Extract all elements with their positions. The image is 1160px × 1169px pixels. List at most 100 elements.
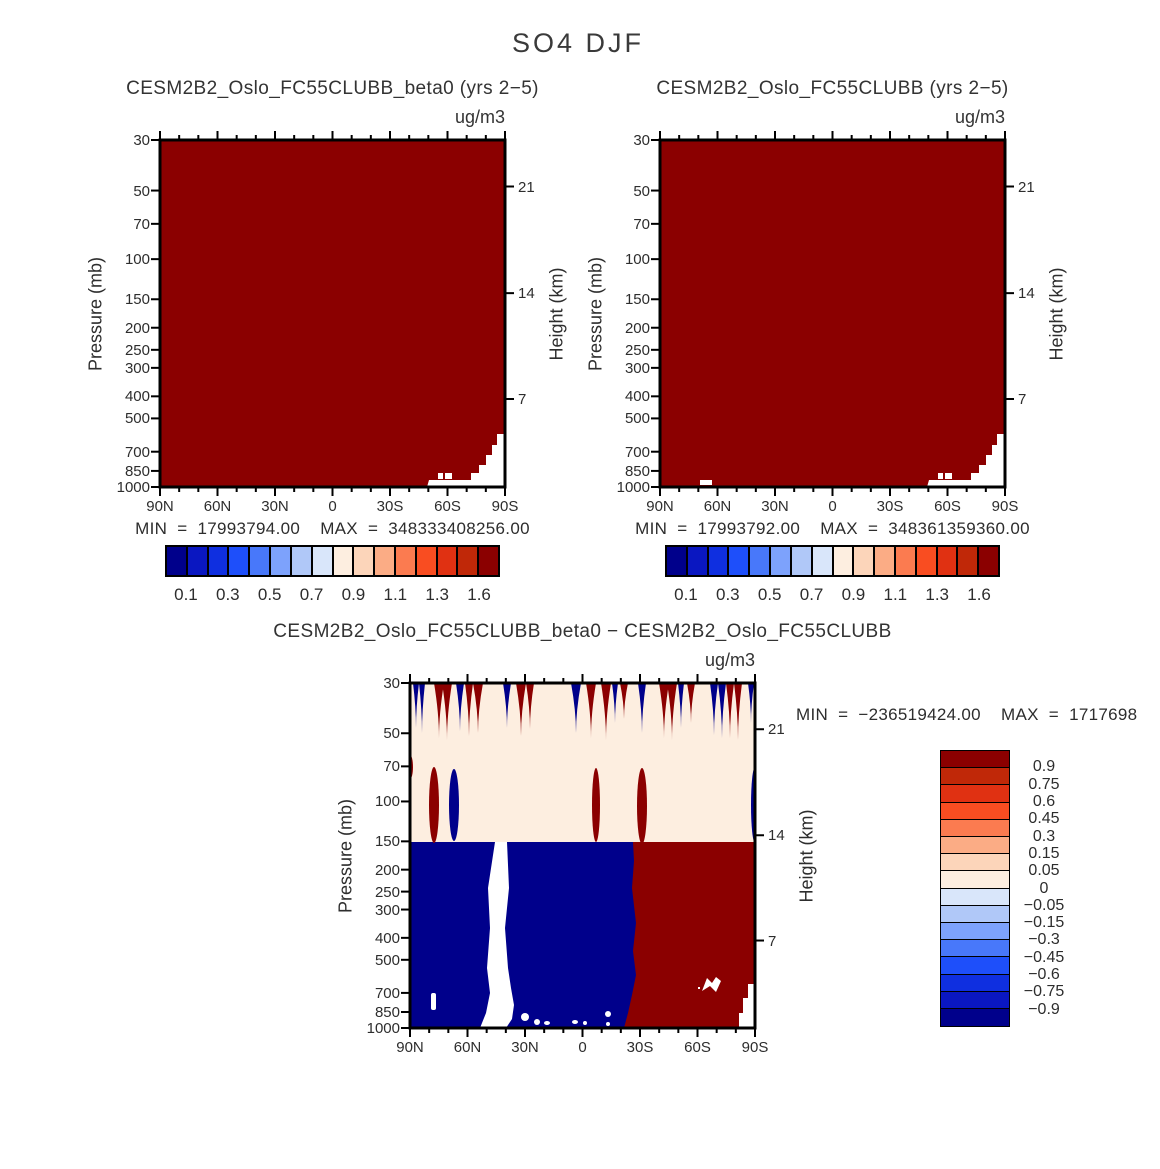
- pressure-axis-title: Pressure (mb): [335, 798, 356, 913]
- legend-cell: [940, 956, 1010, 976]
- height-tick-label: 21: [518, 178, 535, 196]
- lat-tick-label: 90N: [146, 498, 174, 515]
- pressure-tick-label: 100: [374, 793, 400, 811]
- white-zigzag: [702, 977, 721, 992]
- lat-tick-label: 0: [828, 498, 837, 515]
- colorbar-cell: [435, 545, 459, 577]
- notch-tick: [943, 473, 945, 479]
- negative-spike: [503, 683, 511, 728]
- pressure-tick-label: 300: [124, 359, 150, 377]
- pressure-tick-label: 400: [374, 929, 400, 947]
- positive-lens: [429, 767, 439, 843]
- height-axis-title: Height (km): [1046, 266, 1067, 361]
- legend-label: 0.45: [1028, 810, 1060, 828]
- panel-title-1: CESM2B2_Oslo_FC55CLUBB (yrs 2−5): [656, 78, 1009, 99]
- positive-spike: [601, 683, 611, 740]
- plot-area-2: [401, 674, 764, 1037]
- height-tick-label: 14: [768, 827, 785, 845]
- pressure-tick-label: 200: [124, 319, 150, 337]
- field-0: [160, 140, 505, 487]
- pressure-tick-label: 1000: [116, 479, 150, 496]
- negative-spike: [718, 683, 726, 738]
- unit-label-1: ug/m3: [954, 107, 1005, 127]
- positive-spike: [526, 683, 534, 729]
- pressure-tick-label: 150: [124, 291, 150, 309]
- panel-title-2: CESM2B2_Oslo_FC55CLUBB_beta0 − CESM2B2_O…: [273, 621, 892, 642]
- pressure-tick-label: 300: [624, 359, 650, 377]
- white-dot: [583, 1021, 587, 1025]
- positive-lens: [592, 768, 600, 842]
- colorbar-cell: [456, 545, 480, 577]
- legend-cell: [940, 836, 1010, 855]
- panel-title-0: CESM2B2_Oslo_FC55CLUBB_beta0 (yrs 2−5): [126, 78, 539, 99]
- colorbar-label: 0.3: [215, 585, 240, 604]
- colorbar-cell: [769, 545, 792, 577]
- pressure-tick-label: 100: [624, 251, 650, 269]
- pressure-tick-label: 70: [633, 215, 650, 233]
- terrain-gap: [739, 984, 755, 1028]
- colorbar-cell: [310, 545, 334, 577]
- legend-cell: [940, 1008, 1010, 1027]
- colorbar-cell: [873, 545, 896, 577]
- negative-spike: [710, 683, 718, 735]
- lat-tick-label: 90N: [396, 1039, 424, 1056]
- colorbar-label: 1.3: [425, 585, 450, 604]
- white-speck: [698, 987, 700, 989]
- axis-ticks: [401, 674, 764, 1037]
- saturated-field: [160, 140, 505, 487]
- positive-spike: [465, 683, 473, 736]
- pressure-tick-label: 500: [624, 410, 650, 428]
- pressure-tick-label: 500: [124, 410, 150, 428]
- colorbar-cell: [248, 545, 272, 577]
- legend-label: 0.6: [1032, 792, 1056, 810]
- colorbar-label: 0.9: [841, 585, 866, 604]
- colorbar-label: 0.9: [341, 585, 366, 604]
- colorbar-cell: [914, 545, 938, 577]
- pressure-tick-label: 50: [133, 182, 150, 200]
- legend-cell: [940, 904, 1010, 924]
- pressure-tick-label: 100: [124, 251, 150, 269]
- pressure-tick-label: 850: [624, 462, 650, 480]
- white-dot: [534, 1019, 540, 1025]
- pressure-tick-label: 400: [624, 388, 650, 406]
- lat-tick-label: 0: [328, 498, 337, 515]
- legend-cell: [940, 818, 1010, 838]
- legend-cell: [940, 870, 1010, 890]
- negative-spike: [612, 683, 618, 723]
- negative-spike: [419, 683, 425, 733]
- positive-lens: [637, 768, 647, 844]
- positive-spike: [516, 683, 526, 736]
- lat-tick-label: 90N: [646, 498, 674, 515]
- legend-cell: [940, 887, 1010, 907]
- pressure-tick-label: 700: [624, 443, 650, 461]
- lat-tick-label: 60N: [453, 1039, 482, 1056]
- legend-cell: [940, 801, 1010, 821]
- pressure-tick-label: 850: [374, 1004, 400, 1021]
- no-data-column: [480, 842, 514, 1028]
- colorbar-cell: [373, 545, 396, 577]
- legend-label: −0.45: [1023, 948, 1065, 966]
- colorbar-cell: [227, 545, 251, 577]
- pressure-tick-label: 30: [633, 132, 650, 149]
- colorbar-cell: [289, 545, 313, 577]
- pressure-tick-label: 300: [374, 901, 400, 919]
- pressure-tick-label: 250: [124, 341, 150, 359]
- height-tick-label: 21: [768, 721, 785, 739]
- lat-tick-label: 60N: [703, 498, 732, 515]
- colorbar-label: 0.5: [257, 585, 282, 604]
- lat-tick-label: 30S: [626, 1039, 654, 1056]
- white-dot: [605, 1011, 611, 1017]
- lat-tick-label: 60S: [434, 498, 461, 515]
- colorbar-label: 0.7: [299, 585, 324, 604]
- negative-spike: [456, 683, 464, 731]
- height-axis-title: Height (km): [546, 266, 567, 361]
- colorbar-cell: [852, 545, 876, 577]
- height-tick-label: 7: [768, 932, 777, 950]
- legend-label: 0: [1039, 879, 1049, 897]
- lat-tick-label: 30N: [511, 1039, 539, 1056]
- negative-spike: [571, 683, 581, 733]
- colorbar-label: 0.7: [799, 585, 824, 604]
- terrain-gap: [427, 434, 505, 487]
- legend-cell: [940, 750, 1010, 769]
- colorbar-cell: [935, 545, 959, 577]
